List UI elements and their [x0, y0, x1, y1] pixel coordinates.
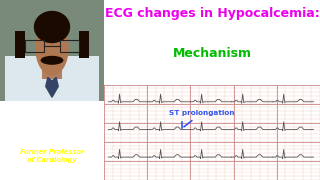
Bar — [79, 31, 90, 58]
Bar — [25, 40, 44, 52]
Polygon shape — [46, 77, 58, 97]
Ellipse shape — [35, 22, 69, 76]
Ellipse shape — [34, 11, 70, 43]
Text: Mechanism: Mechanism — [172, 47, 252, 60]
Bar — [15, 31, 25, 58]
Bar — [42, 61, 62, 79]
Ellipse shape — [41, 56, 63, 65]
Bar — [0, 0, 104, 101]
FancyBboxPatch shape — [5, 56, 99, 101]
Text: JOHNSON FRANCIS,
MBBS, MD,
DM (Cardiology): JOHNSON FRANCIS, MBBS, MD, DM (Cardiolog… — [18, 103, 86, 121]
Bar — [60, 40, 79, 52]
Text: Former Professor
of Cardiology: Former Professor of Cardiology — [20, 149, 84, 163]
Text: ST prolongation: ST prolongation — [169, 110, 234, 127]
Text: ECG changes in Hypocalcemia:: ECG changes in Hypocalcemia: — [105, 7, 319, 20]
Bar — [0, 0, 104, 101]
